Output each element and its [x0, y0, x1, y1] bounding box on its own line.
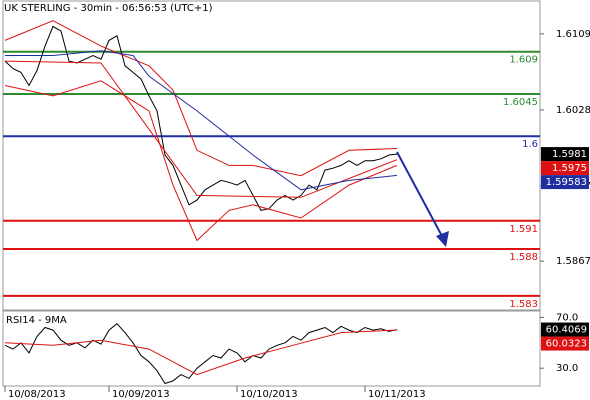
level-label: 1.6045: [503, 97, 538, 108]
level-label: 1.588: [509, 252, 538, 263]
x-tick-label: 10/11/2013: [368, 389, 426, 400]
value-box-label: 1.5975: [552, 163, 587, 174]
rsi-frame: [2, 310, 541, 387]
value-box: [541, 161, 589, 176]
level-label: 1.609: [509, 55, 538, 66]
y-tick-label: 1.6109: [556, 29, 590, 40]
series-line: [4, 20, 398, 177]
value-box-label: 1.59583: [546, 177, 587, 188]
series-line: [5, 50, 398, 191]
series-line: [4, 25, 398, 211]
rsi-title: RSI14 - 9MA: [6, 315, 67, 326]
level-label: 1.6: [522, 139, 538, 150]
y-tick-label: 1.5867: [556, 256, 590, 267]
y-tick-label: 30.0: [556, 363, 578, 374]
series-line: [4, 329, 398, 376]
value-box-label: 60.0323: [546, 339, 587, 350]
value-box: [541, 336, 589, 351]
plot-layer: 1.61091.60281.59471.58671.6091.60451.61.…: [3, 20, 590, 400]
series-line: [4, 60, 398, 198]
value-box: [541, 147, 589, 162]
series-line: [4, 323, 398, 385]
arrow-head: [436, 231, 449, 247]
value-box: [541, 175, 589, 190]
y-tick-label: 1.6028: [556, 105, 590, 116]
series-line: [4, 80, 398, 242]
main-frame: [2, 0, 541, 311]
x-tick-label: 10/08/2013: [8, 389, 66, 400]
value-box-label: 60.4069: [546, 325, 587, 336]
forecast-arrow: [396, 151, 444, 239]
chart-title: UK STERLING - 30min - 06:56:53 (UTC+1): [4, 3, 213, 14]
value-box-label: 1.5981: [552, 149, 587, 160]
value-box: [541, 322, 589, 337]
level-label: 1.583: [509, 299, 538, 310]
level-label: 1.591: [509, 224, 538, 235]
x-tick-label: 10/09/2013: [112, 389, 170, 400]
y-tick-label: 70.0: [556, 312, 578, 323]
x-tick-label: 10/10/2013: [240, 389, 298, 400]
